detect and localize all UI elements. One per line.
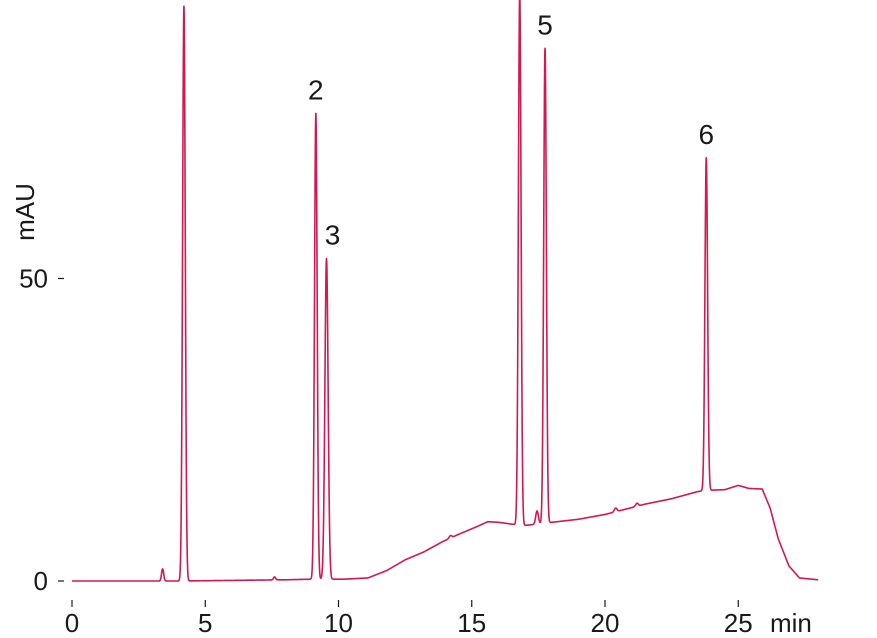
x-tick-label: 25	[724, 608, 753, 638]
x-tick-label: 20	[591, 608, 620, 638]
y-tick-label: 0	[34, 566, 48, 596]
chromatogram-trace	[71, 0, 819, 582]
x-tick-label: 0	[65, 608, 79, 638]
y-tick-label: 50	[19, 264, 48, 294]
x-axis: 0 5 10 15 20 25	[65, 600, 753, 638]
peak-label: 3	[325, 220, 341, 251]
x-tick-label: 10	[324, 608, 353, 638]
peak-label: 2	[308, 74, 324, 105]
y-axis-title: mAU	[10, 183, 40, 241]
peak-label: 6	[698, 119, 714, 150]
peak-labels: 123456	[308, 9, 714, 251]
x-tick-label: 15	[457, 608, 486, 638]
x-axis-title: min	[770, 608, 812, 638]
y-axis: 0 50	[19, 264, 64, 596]
peak-label: 5	[537, 9, 553, 40]
x-tick-label: 5	[198, 608, 212, 638]
